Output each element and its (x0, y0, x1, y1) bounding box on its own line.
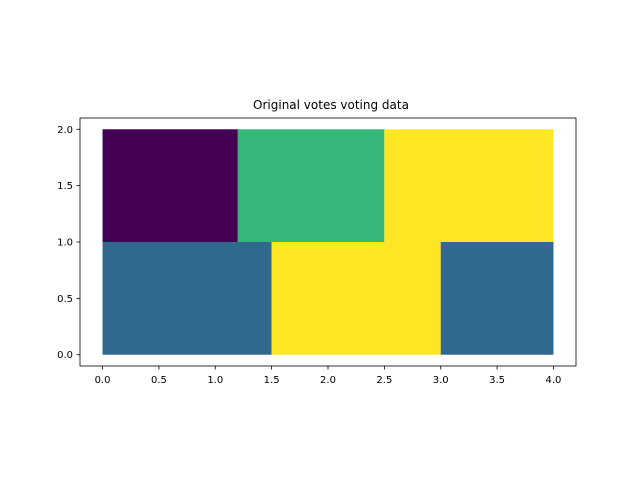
heatmap-cell (102, 129, 238, 242)
x-tick-label: 0.0 (95, 375, 111, 386)
x-tick-label: 0.5 (151, 375, 167, 386)
x-axis: 0.0 0.5 1.0 1.5 2.0 2.5 3.0 3.5 4.0 (95, 366, 562, 386)
x-tick-label: 3.5 (489, 375, 505, 386)
heatmap-cell (237, 129, 385, 242)
x-tick-label: 2.0 (320, 375, 336, 386)
heatmap-cell (271, 242, 441, 355)
heatmap-cell (102, 242, 272, 355)
y-tick-label: 1.0 (57, 238, 73, 249)
y-tick-label: 0.5 (57, 294, 73, 305)
y-tick-label: 0.0 (57, 350, 73, 361)
cells-group (102, 129, 554, 355)
y-tick-label: 1.5 (57, 181, 73, 192)
y-tick-label: 2.0 (57, 125, 73, 136)
x-tick-label: 2.5 (376, 375, 392, 386)
y-axis: 0.0 0.5 1.0 1.5 2.0 (57, 125, 80, 361)
x-tick-label: 3.0 (433, 375, 449, 386)
heatmap-cell (384, 129, 554, 242)
x-tick-label: 1.5 (264, 375, 280, 386)
heatmap-cell (440, 242, 554, 355)
chart-title: Original votes voting data (253, 98, 409, 112)
x-tick-label: 1.0 (207, 375, 223, 386)
x-tick-label: 4.0 (546, 375, 562, 386)
